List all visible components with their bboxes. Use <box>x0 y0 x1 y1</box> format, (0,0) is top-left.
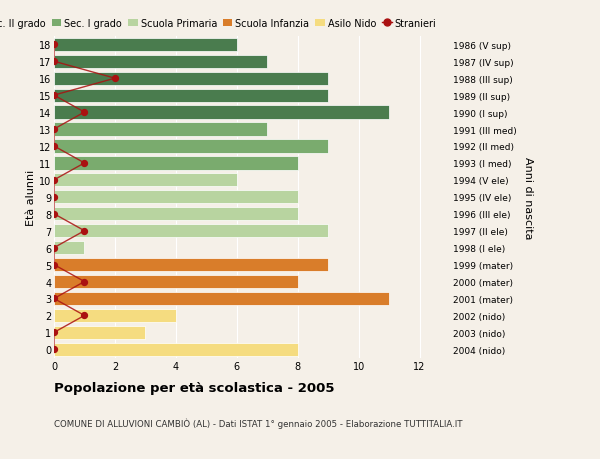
Bar <box>54 207 298 221</box>
Bar <box>54 73 328 85</box>
Text: Popolazione per età scolastica - 2005: Popolazione per età scolastica - 2005 <box>54 381 335 394</box>
Point <box>49 143 59 150</box>
Bar <box>54 241 85 255</box>
Bar <box>54 39 237 52</box>
Point <box>49 211 59 218</box>
Point <box>80 160 89 167</box>
Point <box>80 278 89 285</box>
Point <box>80 109 89 117</box>
Point <box>49 329 59 336</box>
Y-axis label: Età alunni: Età alunni <box>26 169 36 225</box>
Bar <box>54 224 328 238</box>
Bar <box>54 275 298 289</box>
Point <box>110 75 120 83</box>
Point <box>49 245 59 252</box>
Bar <box>54 140 328 153</box>
Point <box>49 41 59 49</box>
Bar <box>54 343 298 356</box>
Point <box>49 58 59 66</box>
Point <box>49 346 59 353</box>
Point <box>49 126 59 134</box>
Bar <box>54 258 328 272</box>
Point <box>80 228 89 235</box>
Legend: Sec. II grado, Sec. I grado, Scuola Primaria, Scuola Infanzia, Asilo Nido, Stran: Sec. II grado, Sec. I grado, Scuola Prim… <box>0 19 436 28</box>
Point <box>80 312 89 319</box>
Y-axis label: Anni di nascita: Anni di nascita <box>523 156 533 239</box>
Bar <box>54 56 267 69</box>
Bar <box>54 191 298 204</box>
Text: COMUNE DI ALLUVIONI CAMBIÒ (AL) - Dati ISTAT 1° gennaio 2005 - Elaborazione TUTT: COMUNE DI ALLUVIONI CAMBIÒ (AL) - Dati I… <box>54 418 463 428</box>
Bar <box>54 157 298 170</box>
Bar <box>54 174 237 187</box>
Bar <box>54 309 176 322</box>
Point <box>49 261 59 269</box>
Bar <box>54 292 389 305</box>
Point <box>49 177 59 184</box>
Point <box>49 92 59 100</box>
Bar <box>54 106 389 119</box>
Bar <box>54 123 267 136</box>
Point <box>49 194 59 201</box>
Bar <box>54 326 145 339</box>
Bar <box>54 90 328 102</box>
Point <box>49 295 59 302</box>
